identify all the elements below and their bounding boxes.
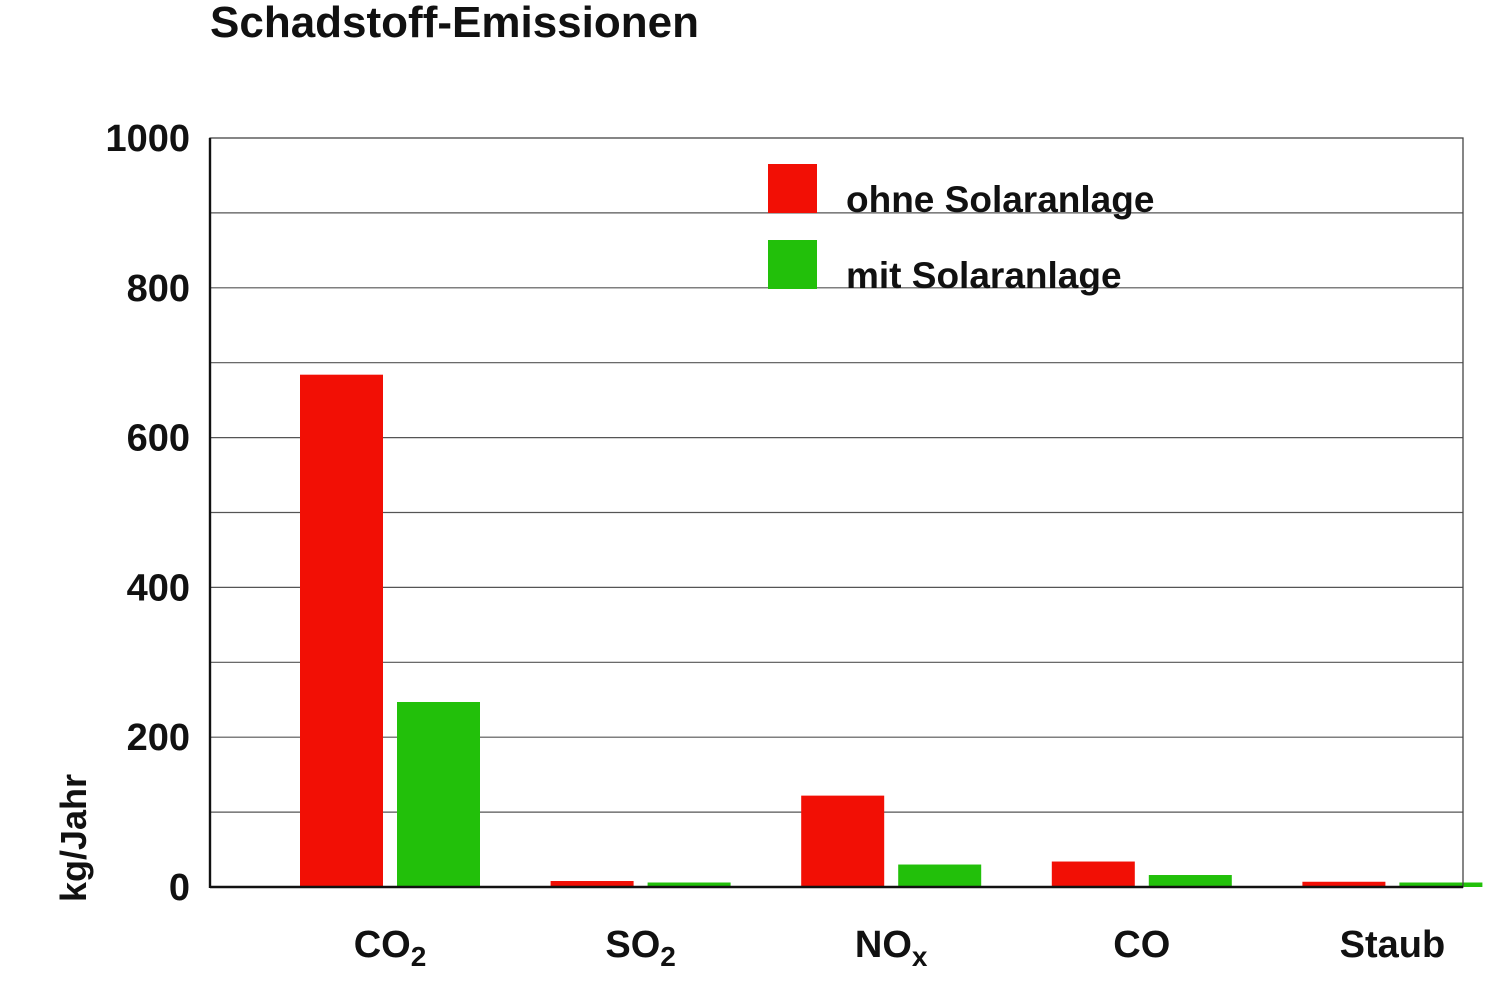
y-tick-label: 0 (169, 867, 190, 909)
bar (550, 881, 634, 887)
bar (647, 882, 731, 887)
x-category-label: CO2 (354, 924, 427, 972)
x-category-label: NOx (855, 924, 928, 972)
x-category-label: CO (1113, 924, 1170, 966)
y-tick-label: 200 (127, 717, 190, 759)
x-category-label: Staub (1340, 924, 1446, 966)
bar (1051, 861, 1135, 887)
bars (300, 374, 1483, 888)
y-axis-label: kg/Jahr (53, 774, 94, 902)
x-axis-category-labels: CO2 SO2 NOx CO Staub (354, 924, 1445, 972)
bar (1148, 875, 1232, 887)
chart-title: Schadstoff-Emissionen (210, 0, 699, 47)
bar (898, 864, 982, 887)
legend-swatch (768, 240, 817, 289)
legend-label: mit Solaranlage (846, 255, 1122, 296)
bar (1302, 881, 1386, 887)
bar (300, 374, 383, 888)
legend-swatch (768, 164, 817, 213)
legend-label: ohne Solaranlage (846, 179, 1154, 220)
legend: ohne Solaranlage mit Solaranlage (768, 164, 1154, 296)
x-category-label: SO2 (605, 924, 675, 972)
y-tick-label: 1000 (105, 118, 190, 160)
y-axis-tick-labels: 0 200 400 600 800 1000 (105, 118, 190, 909)
y-tick-label: 400 (127, 567, 190, 609)
y-tick-label: 600 (127, 418, 190, 460)
bar (397, 701, 480, 887)
bar (801, 795, 885, 887)
y-tick-label: 800 (127, 268, 190, 310)
bar (1399, 882, 1483, 887)
